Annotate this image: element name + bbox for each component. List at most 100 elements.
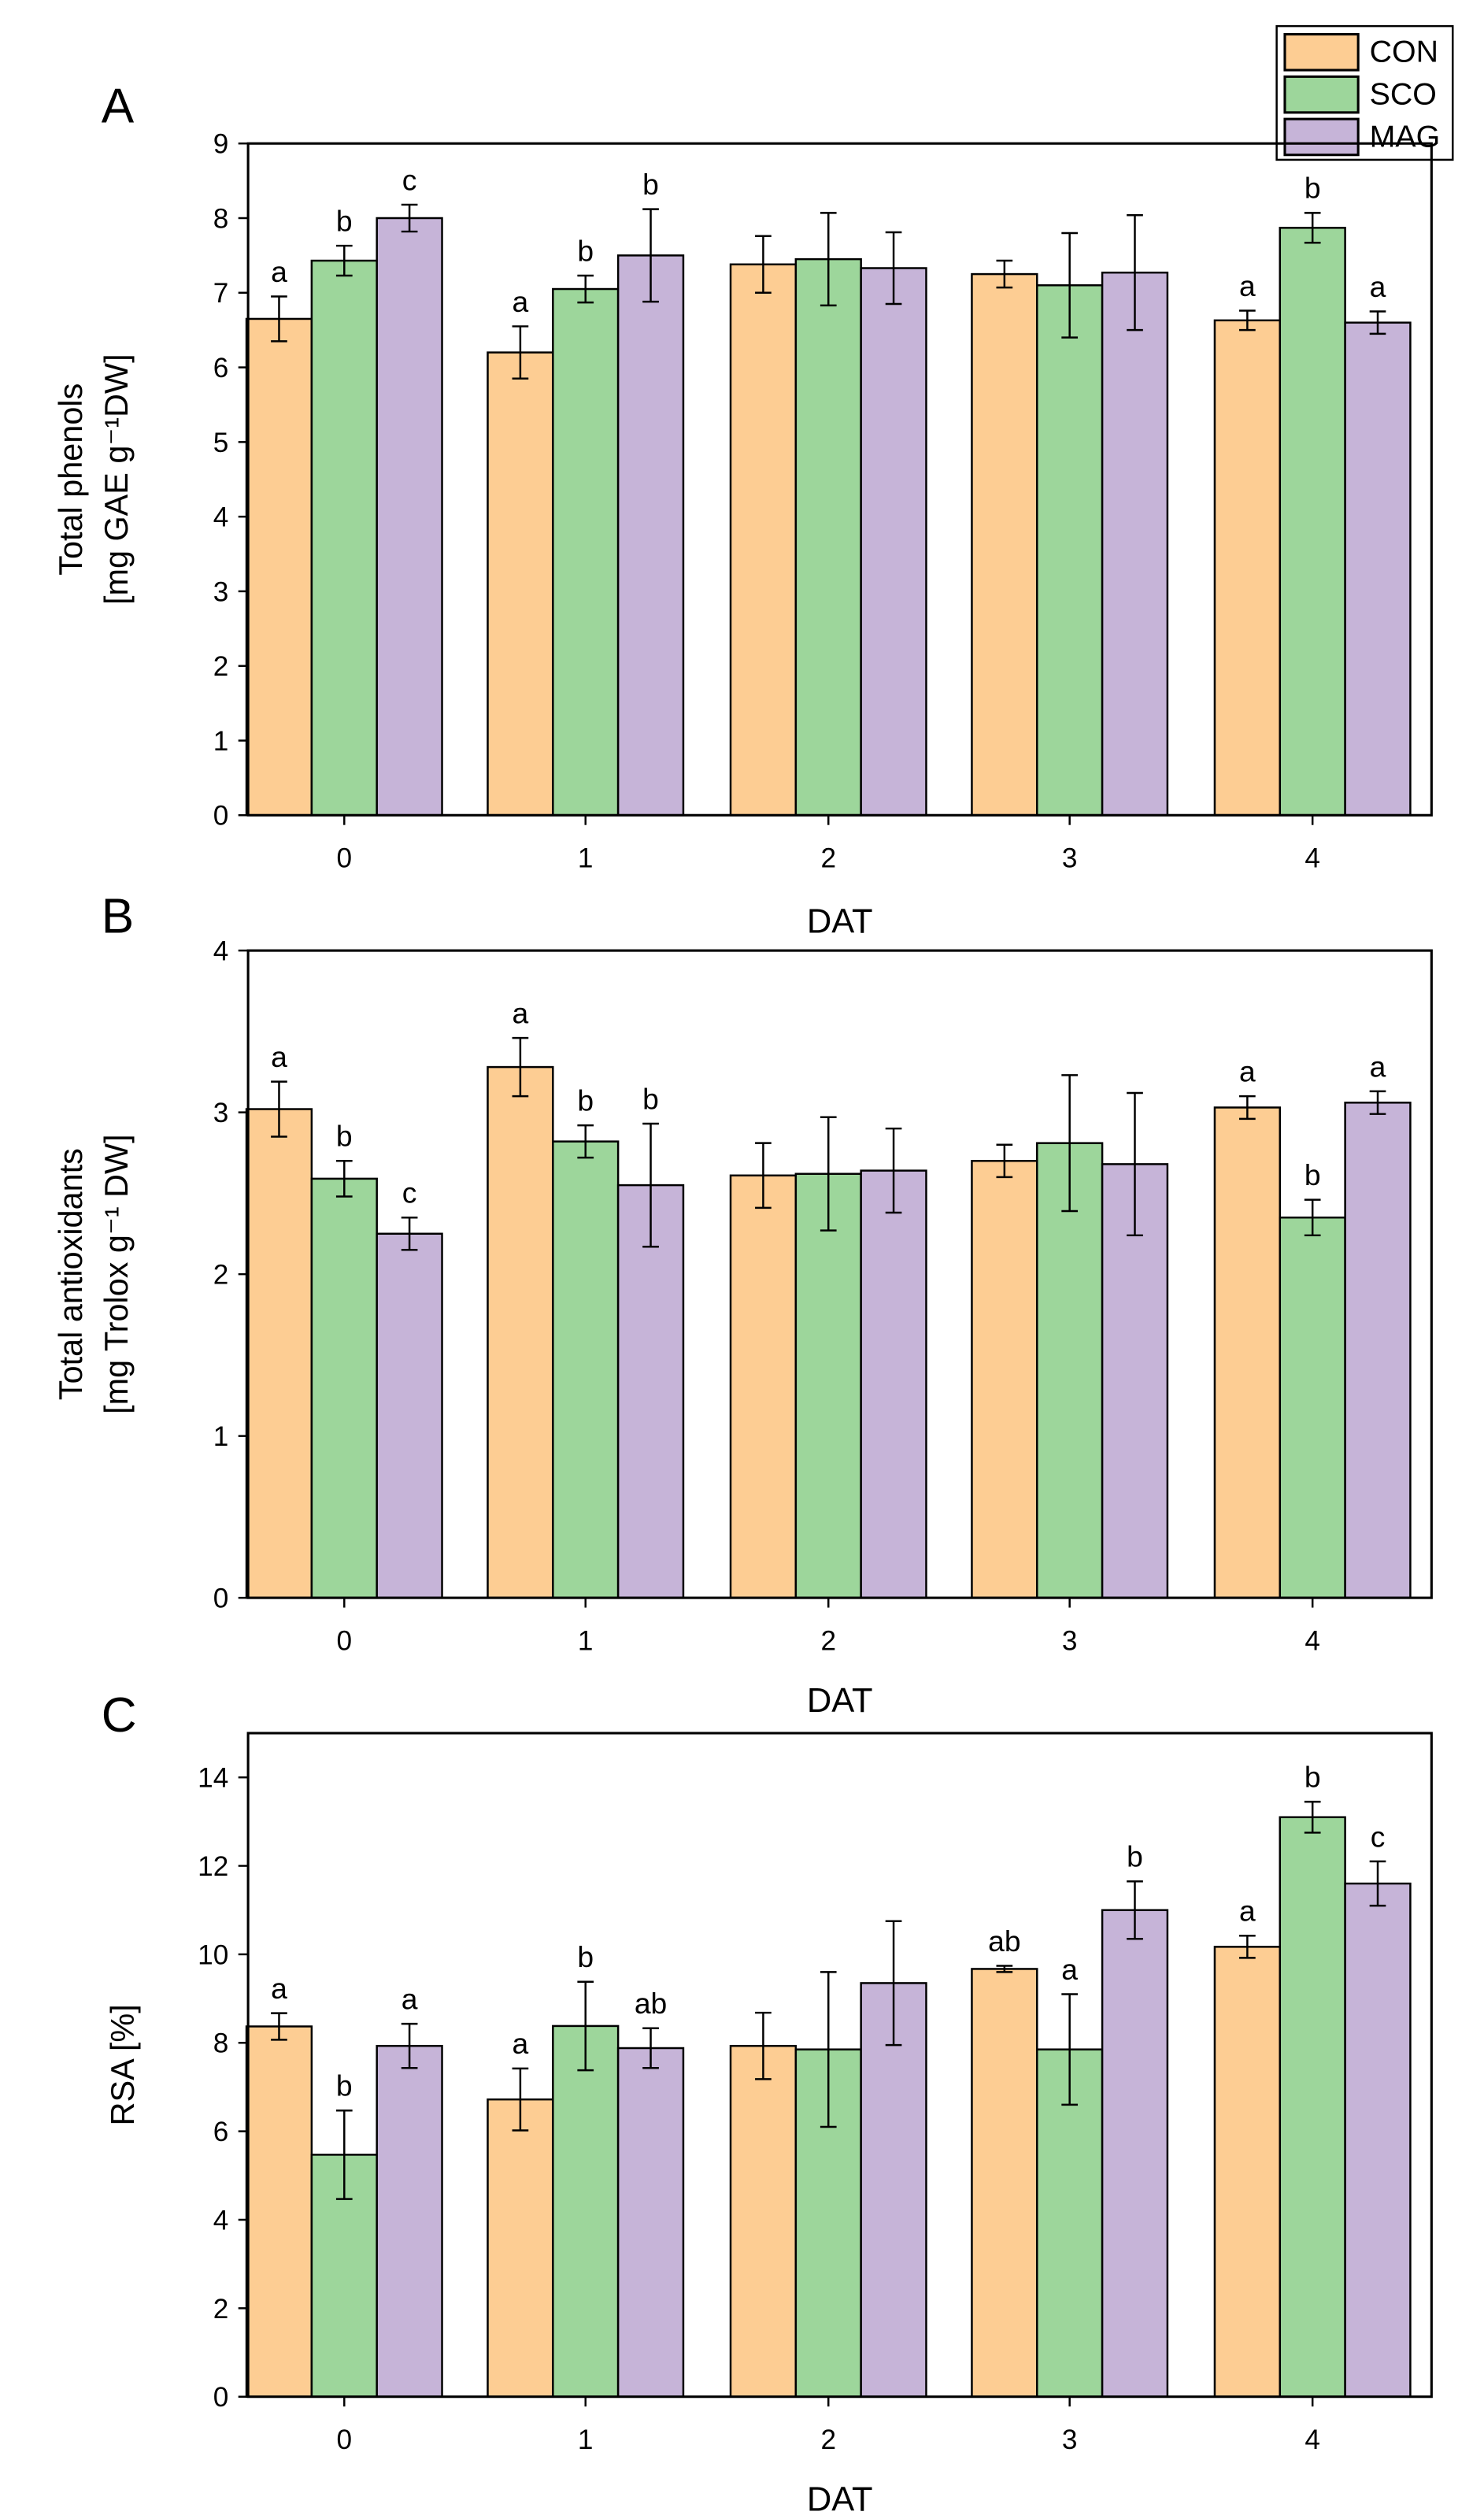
x-tick-label: 4 — [1305, 843, 1320, 874]
y-axis-label-units: [mg GAE g⁻¹DW] — [98, 354, 135, 605]
y-tick-label: 7 — [213, 278, 229, 309]
y-tick-label: 4 — [213, 2205, 229, 2236]
y-tick-label: 6 — [213, 2117, 229, 2147]
significance-letter: b — [336, 1120, 353, 1153]
y-tick-label: 2 — [213, 651, 229, 682]
y-tick-label: 0 — [213, 2382, 229, 2413]
bar-mag — [616, 1184, 685, 1599]
x-axis-label: DAT — [807, 902, 873, 940]
bar-mag — [1344, 1102, 1412, 1599]
y-tick-label: 2 — [213, 2294, 229, 2325]
y-tick-label: 3 — [213, 576, 229, 607]
y-axis-label: RSA [%] — [105, 2004, 141, 2125]
y-tick-label: 3 — [213, 1098, 229, 1128]
y-tick-label: 9 — [213, 129, 229, 160]
significance-letter: a — [271, 255, 287, 288]
bar-mag — [376, 1232, 443, 1599]
legend-label-con: CON — [1370, 35, 1438, 69]
significance-letter: a — [402, 1982, 418, 2015]
y-axis-label: Total antioxidants — [53, 1148, 89, 1400]
significance-letter: b — [642, 168, 659, 201]
bar-con — [971, 1968, 1038, 2398]
x-tick-label: 3 — [1062, 1625, 1078, 1656]
plot-frame — [246, 1732, 1433, 2399]
bar-sco — [794, 257, 862, 817]
significance-letter: a — [513, 996, 529, 1029]
significance-letter: b — [642, 1082, 659, 1115]
y-tick-label: 1 — [213, 726, 229, 757]
bar-con — [1213, 319, 1282, 817]
y-tick-label: 8 — [213, 2028, 229, 2059]
legend-swatch-con — [1283, 32, 1360, 72]
significance-letter: b — [1305, 1158, 1321, 1191]
bar-con — [245, 2025, 313, 2398]
bar-mag — [1101, 1909, 1169, 2398]
x-tick-label: 4 — [1305, 2425, 1320, 2455]
y-tick-label: 1 — [213, 1421, 229, 1452]
significance-letter: a — [1239, 269, 1256, 302]
x-tick-label: 1 — [578, 2425, 594, 2455]
y-axis-label-units: [mg Trolox g⁻¹ DW] — [98, 1134, 135, 1413]
x-tick-label: 3 — [1062, 2425, 1078, 2455]
significance-letter: ab — [635, 1987, 667, 2020]
bar-sco — [1279, 1816, 1346, 2398]
bar-mag — [376, 217, 443, 817]
bar-sco — [1279, 227, 1346, 817]
bar-mag — [1344, 321, 1412, 817]
y-tick-label: 0 — [213, 1584, 229, 1614]
legend: CON SCO MAG — [1275, 24, 1454, 161]
x-tick-label: 2 — [820, 1625, 836, 1656]
significance-letter: b — [577, 234, 594, 267]
y-tick-label: 14 — [198, 1763, 228, 1794]
bar-con — [729, 263, 798, 817]
bar-sco — [552, 1140, 620, 1599]
x-tick-label: 0 — [336, 1625, 352, 1656]
legend-swatch-mag — [1283, 117, 1360, 157]
bar-sco — [310, 259, 378, 817]
plot-frame — [246, 142, 1433, 817]
y-axis-label: Total phenols — [53, 383, 89, 576]
bar-mag — [860, 267, 927, 817]
significance-letter: b — [577, 1084, 594, 1117]
significance-letter: a — [271, 1040, 287, 1073]
panel-letter: C — [102, 1688, 137, 1743]
legend-label-mag: MAG — [1370, 119, 1441, 154]
panel-b: Ba a a b b b c b a 0 1 2 3 4 0 1 2 3 4 DAT Total antioxidant… — [53, 889, 1433, 1720]
bar-mag — [376, 2044, 443, 2398]
bar-mag — [1101, 1163, 1169, 1599]
bar-con — [729, 1174, 798, 1599]
bar-sco — [794, 1172, 862, 1599]
significance-letter: a — [1061, 1953, 1078, 1986]
panel-letter: B — [102, 889, 134, 943]
bar-con — [729, 2044, 798, 2398]
y-tick-label: 4 — [213, 936, 229, 967]
y-tick-label: 2 — [213, 1260, 229, 1291]
x-axis-label: DAT — [807, 1682, 873, 1720]
significance-letter: b — [577, 1940, 594, 1973]
significance-letter: b — [1305, 172, 1321, 205]
significance-letter: c — [1371, 1820, 1386, 1853]
bar-mag — [860, 1982, 927, 2398]
significance-letter: a — [1239, 1895, 1256, 1928]
significance-letter: a — [513, 285, 529, 318]
bar-mag — [616, 254, 685, 817]
y-tick-label: 12 — [198, 1851, 228, 1882]
x-tick-label: 2 — [820, 2425, 836, 2455]
significance-letter: b — [336, 2069, 353, 2102]
y-tick-label: 0 — [213, 801, 229, 832]
y-tick-label: 8 — [213, 203, 229, 234]
y-tick-label: 6 — [213, 353, 229, 383]
significance-letter: a — [1370, 270, 1386, 303]
bar-mag — [1344, 1882, 1412, 2398]
bar-con — [971, 272, 1038, 817]
x-axis-label: DAT — [807, 2481, 873, 2519]
significance-letter: a — [1370, 1050, 1386, 1083]
significance-letter: b — [1127, 1840, 1143, 1873]
x-tick-label: 4 — [1305, 1625, 1320, 1656]
panel-a: Aa a a b b b c b a 0 1 2 3 4 5 6 7 8 9 0 1 2 3 4 DAT Total phenol… — [53, 79, 1433, 940]
panel-letter: A — [102, 79, 135, 133]
y-tick-label: 10 — [198, 1939, 228, 1970]
bar-sco — [552, 287, 620, 817]
